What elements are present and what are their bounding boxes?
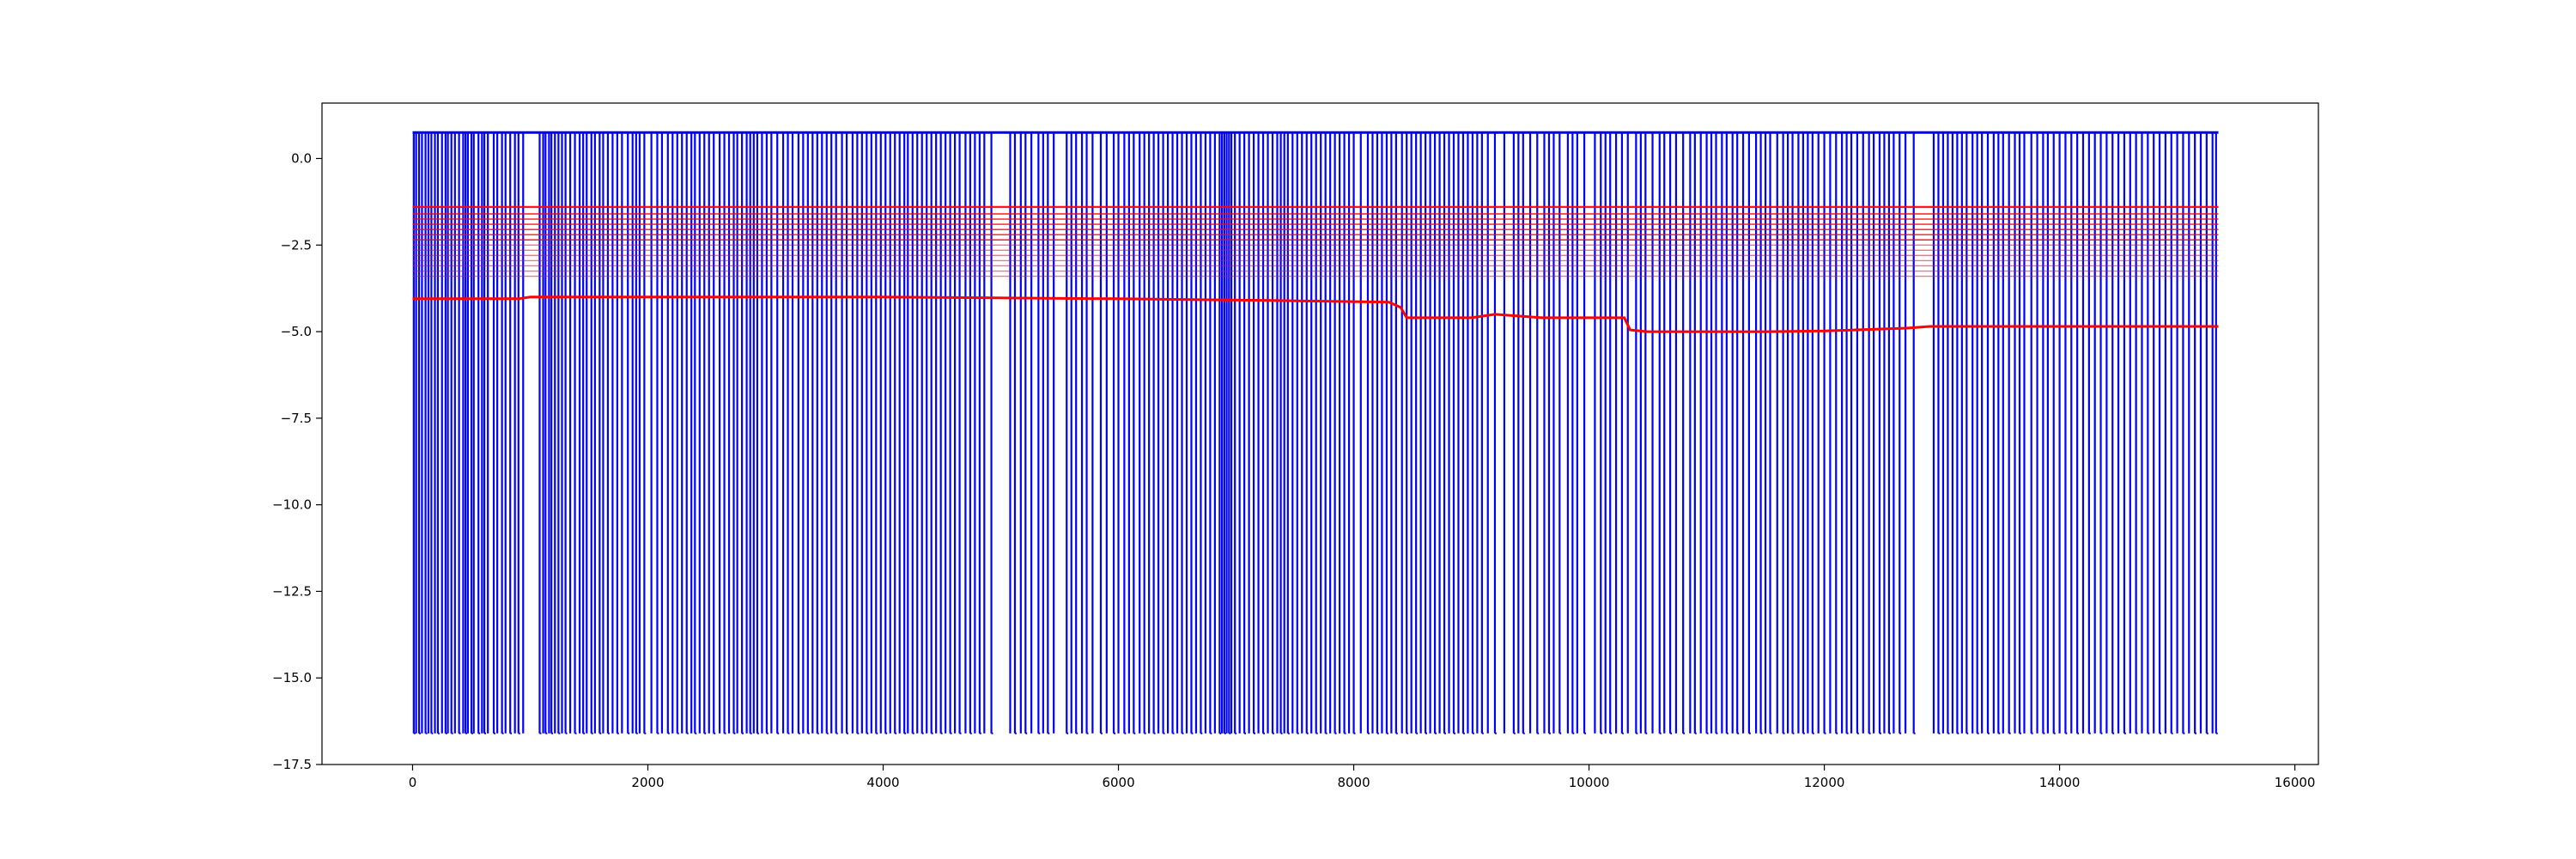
series-blue xyxy=(412,131,2219,734)
x-tick-label: 2000 xyxy=(631,775,664,790)
x-tick-label: 16000 xyxy=(2275,775,2316,790)
series-red-step xyxy=(412,295,2219,333)
x-tick-label: 4000 xyxy=(866,775,899,790)
y-tick-label: −17.5 xyxy=(272,757,312,772)
plot-frame xyxy=(321,102,2319,765)
y-tick-label: −10.0 xyxy=(272,497,312,513)
x-tick-label: 10000 xyxy=(1569,775,1610,790)
x-axis: 0 2000 4000 6000 8000 10000 12000 14000 16000 xyxy=(409,765,2316,790)
x-tick-label: 8000 xyxy=(1337,775,1370,790)
x-tick-label: 12000 xyxy=(1804,775,1845,790)
x-tick-label: 0 xyxy=(409,775,417,790)
y-tick-label: −5.0 xyxy=(281,324,312,339)
y-axis: 0.0 −2.5 −5.0 −7.5 −10.0 −12.5 −15.0 −17.5 xyxy=(272,151,322,772)
series-red-flat xyxy=(412,205,2219,277)
series-layer xyxy=(412,131,2219,734)
x-tick-label: 14000 xyxy=(2039,775,2081,790)
y-tick-label: −15.0 xyxy=(272,670,312,685)
y-tick-label: −12.5 xyxy=(272,583,312,599)
y-tick-label: 0.0 xyxy=(291,151,312,167)
x-tick-label: 6000 xyxy=(1102,775,1134,790)
y-tick-label: −2.5 xyxy=(281,237,312,253)
y-tick-label: −7.5 xyxy=(281,411,312,426)
